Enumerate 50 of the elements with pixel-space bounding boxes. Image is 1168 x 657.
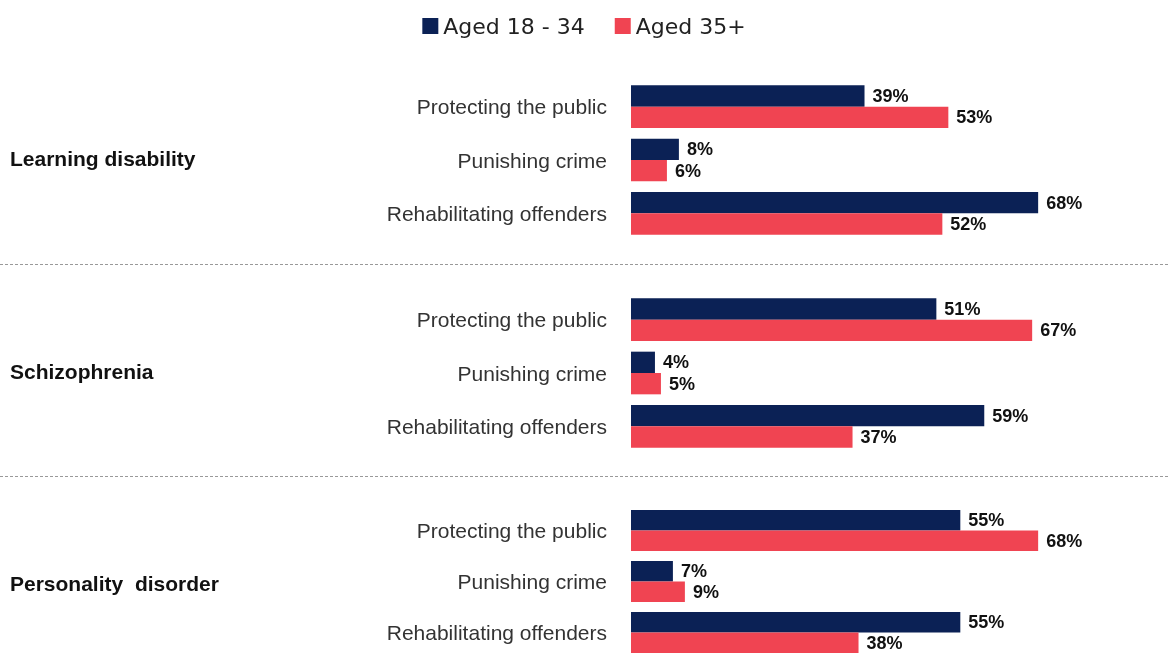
data-label: 8% bbox=[686, 139, 713, 160]
bar bbox=[631, 213, 943, 235]
bar bbox=[631, 405, 985, 427]
data-label: 52% bbox=[950, 214, 987, 234]
data-label: 55% bbox=[968, 510, 1005, 531]
y-tick-label: Rehabilitating offenders bbox=[386, 414, 607, 438]
legend-label: Aged 18 - 34 bbox=[443, 13, 585, 39]
bar bbox=[631, 612, 961, 633]
legend-label: Aged 35+ bbox=[635, 13, 746, 39]
bar bbox=[631, 298, 937, 320]
y-tick-label: Protecting the public bbox=[416, 95, 607, 119]
bar bbox=[631, 192, 1039, 214]
data-label: 7% bbox=[680, 561, 707, 582]
y-tick-label: Rehabilitating offenders bbox=[386, 621, 607, 644]
data-label: 67% bbox=[1040, 320, 1077, 341]
y-tick-label: Protecting the public bbox=[416, 308, 607, 332]
data-label: 9% bbox=[692, 581, 719, 602]
y-tick-label: Punishing crime bbox=[457, 148, 607, 172]
data-label: 59% bbox=[992, 405, 1029, 426]
bar bbox=[631, 319, 1033, 341]
bar bbox=[631, 351, 655, 373]
y-axis-title: Schizophrenia bbox=[10, 360, 154, 383]
bar bbox=[631, 632, 859, 653]
bar bbox=[631, 561, 673, 582]
y-tick-label: Punishing crime bbox=[457, 361, 607, 385]
data-label: 5% bbox=[668, 373, 695, 394]
y-tick-label: Punishing crime bbox=[457, 570, 607, 593]
data-label: 4% bbox=[662, 352, 689, 373]
bar bbox=[631, 373, 661, 395]
data-label: 38% bbox=[866, 632, 903, 653]
bar bbox=[631, 426, 853, 448]
data-label: 68% bbox=[1046, 192, 1083, 213]
data-label: 6% bbox=[674, 160, 701, 181]
y-tick-label: Protecting the public bbox=[416, 519, 607, 542]
data-label: 37% bbox=[860, 427, 897, 447]
y-axis-title: Learning disability bbox=[10, 147, 196, 170]
data-label: 68% bbox=[1046, 530, 1083, 551]
bar bbox=[631, 85, 865, 107]
data-label: 51% bbox=[944, 299, 981, 319]
y-tick-label: Rehabilitating offenders bbox=[386, 201, 607, 225]
data-label: 53% bbox=[956, 107, 993, 128]
bar bbox=[631, 138, 679, 160]
bar bbox=[631, 160, 667, 182]
bar bbox=[631, 510, 961, 531]
data-label: 55% bbox=[968, 612, 1005, 633]
bar bbox=[631, 530, 1039, 551]
bar bbox=[631, 581, 685, 602]
data-label: 39% bbox=[872, 86, 909, 106]
bar bbox=[631, 106, 949, 128]
y-axis-title: Personality disorder bbox=[10, 572, 219, 595]
